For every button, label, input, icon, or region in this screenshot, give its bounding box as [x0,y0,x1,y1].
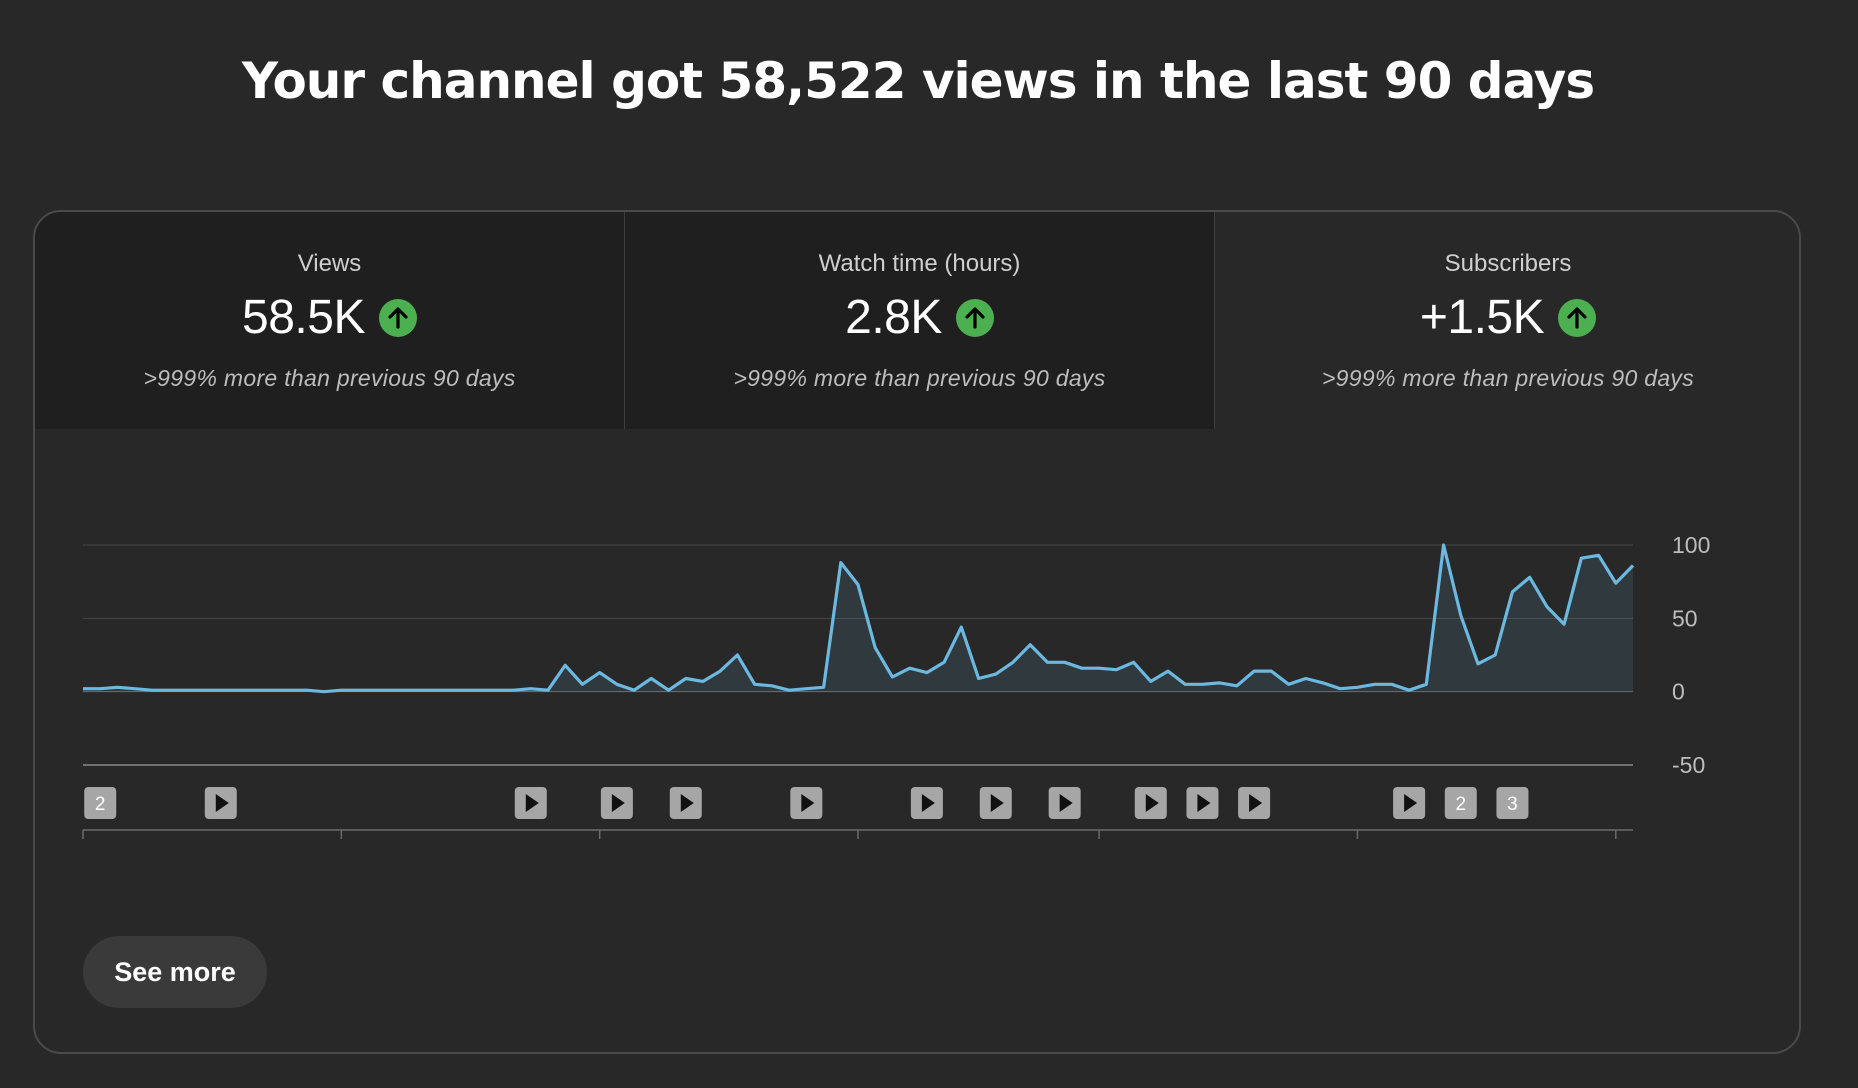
tab-label: Views [297,250,362,277]
tab-value-row: +1.5K [1215,290,1799,345]
y-tick-label: 50 [1672,605,1698,631]
play-icon [1059,794,1073,812]
play-icon [801,794,815,812]
play-icon [611,794,625,812]
arrow-up-icon [1558,298,1597,337]
metric-tabs: Views 58.5K >999% more than previous 90 … [35,212,1799,429]
tab-value: 2.8K [845,291,942,344]
tab-views[interactable]: Views 58.5K >999% more than previous 90 … [35,212,625,429]
series-area [83,545,1633,692]
y-tick-label: 100 [1672,532,1710,558]
play-icon [680,794,694,812]
tab-label: Subscribers [1444,250,1572,277]
tab-comparison: >999% more than previous 90 days [733,365,1106,391]
marker-count: 2 [1455,794,1466,815]
multi-video-marker [1496,787,1529,819]
series-line [83,543,1635,694]
play-icon [990,794,1004,812]
y-tick-label: 0 [1672,679,1685,705]
tab-watch-time[interactable]: Watch time (hours) 2.8K >999% more than … [625,212,1215,429]
page-title: Your channel got 58,522 views in the las… [241,52,1595,110]
tab-value-row: 2.8K [625,290,1214,345]
marker-count: 3 [1507,794,1518,815]
see-more-button[interactable]: See more [83,936,267,1008]
analytics-card: Views 58.5K >999% more than previous 90 … [33,210,1801,1054]
tab-subscribers[interactable]: Subscribers +1.5K >999% more than previo… [1215,212,1799,429]
tab-label: Watch time (hours) [818,250,1021,277]
play-icon [1197,794,1211,812]
play-icon [921,794,935,812]
arrow-up-icon [378,298,417,337]
arrow-up-icon [955,298,994,337]
play-icon [1145,794,1159,812]
play-icon [215,794,229,812]
play-icon [1404,794,1418,812]
tab-comparison: >999% more than previous 90 days [1321,365,1695,391]
multi-video-marker [84,787,117,819]
y-tick-label: -50 [1672,752,1705,778]
tab-value: +1.5K [1419,291,1545,344]
play-icon [1249,794,1263,812]
tab-value-row: 58.5K [35,290,624,345]
multi-video-marker [1444,787,1477,819]
tab-value: 58.5K [242,291,365,344]
tab-comparison: >999% more than previous 90 days [143,365,516,391]
marker-count: 2 [95,794,106,815]
play-icon [525,794,539,812]
